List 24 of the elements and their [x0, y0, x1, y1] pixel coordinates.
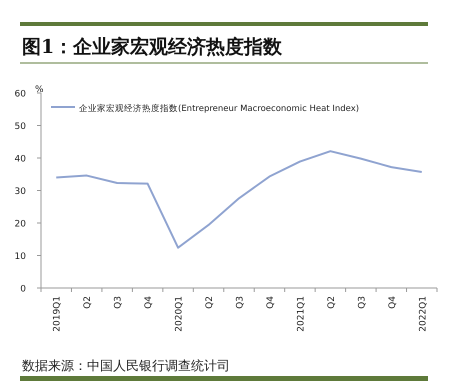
y-tick-label: 20 [14, 220, 26, 230]
source-note: 数据来源：中国人民银行调查统计司 [22, 359, 230, 374]
legend-label: 企业家宏观经济热度指数(Entrepreneur Macroeconomic Heat Index) [79, 103, 360, 114]
x-tick-label: Q4 [266, 296, 276, 309]
x-tick-label: 2022Q1 [418, 296, 428, 332]
x-tick-label: Q2 [83, 296, 94, 309]
x-tick-label: 2019Q1 [52, 296, 63, 332]
y-tick-label: 0 [20, 284, 26, 294]
x-tick-label: Q3 [114, 296, 124, 309]
y-tick-label: 40 [14, 154, 26, 164]
x-tick-label: Q3 [357, 296, 368, 309]
x-tick-label: 2021Q1 [296, 296, 306, 332]
x-tick-label: Q3 [236, 296, 246, 309]
x-tick-label: 2020Q1 [174, 296, 185, 332]
x-tick-label: Q4 [388, 296, 398, 309]
y-tick-label: 30 [14, 187, 26, 197]
x-tick-label: Q2 [205, 296, 216, 309]
x-tick-label: Q2 [326, 296, 337, 309]
y-tick-label: 10 [14, 252, 26, 262]
y-axis-title: % [35, 85, 44, 95]
y-tick-label: 60 [14, 90, 26, 100]
chart-title: 图1：企业家宏观经济热度指数 [22, 36, 284, 58]
x-tick-label: Q4 [144, 296, 154, 309]
y-tick-label: 50 [14, 122, 26, 132]
